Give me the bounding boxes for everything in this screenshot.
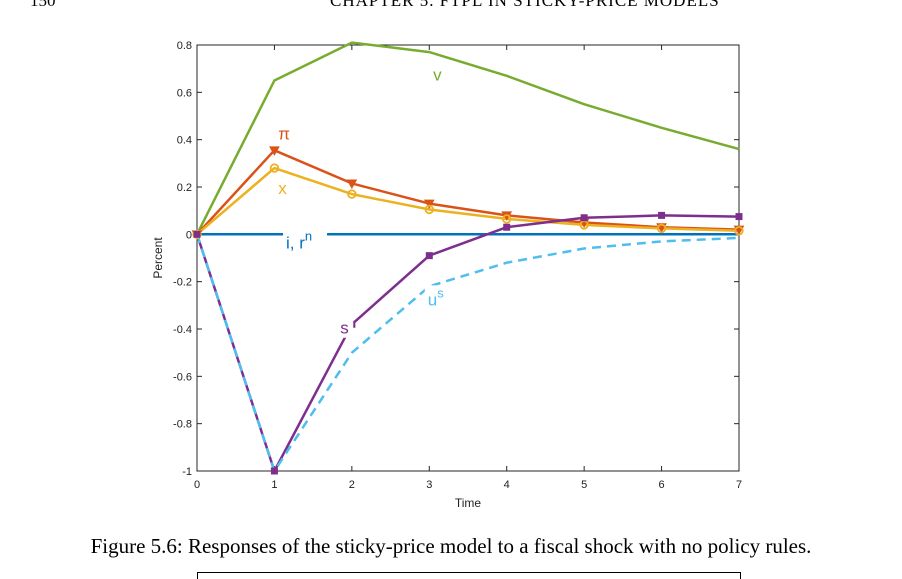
series-label-text: v <box>433 66 442 85</box>
next-figure-frame <box>197 572 741 579</box>
label-backdrop <box>283 231 328 254</box>
data-point-s <box>658 211 666 219</box>
data-point-pi <box>346 179 358 189</box>
series-label-pi: π <box>278 125 290 144</box>
plot-area <box>196 44 740 472</box>
y-axis-ticks: 0.8 0.6 0.4 0.2 0 -0.2 -0.4 -0.6 -0.8 -1 <box>173 40 739 478</box>
x-tick-label: 6 <box>659 479 665 491</box>
series-label-text: x <box>278 179 287 198</box>
data-point-x <box>347 189 357 199</box>
series-line-u <box>195 233 740 473</box>
data-point-x <box>269 163 280 173</box>
chapter-title: CHAPTER 5. FTPL IN STICKY-PRICE MODELS <box>330 0 720 10</box>
y-tick-label: -0.2 <box>173 277 192 289</box>
page-header: 150 CHAPTER 5. FTPL IN STICKY-PRICE MODE… <box>0 0 902 10</box>
series-label-s: s <box>340 319 349 338</box>
data-point-s <box>270 467 278 475</box>
y-tick-label: 0.2 <box>177 182 192 194</box>
x-tick-label: 7 <box>736 479 742 491</box>
series-line-s <box>195 214 740 473</box>
data-point-pi <box>423 199 435 210</box>
data-point-pi <box>269 146 280 156</box>
x-axis-ticks: 0 1 2 3 4 5 6 7 <box>194 45 742 491</box>
label-backdrop <box>424 285 457 312</box>
y-tick-label: -1 <box>182 466 192 478</box>
x-tick-label: 1 <box>271 479 277 491</box>
y-axis-title: Percent <box>151 237 165 279</box>
x-tick-label: 4 <box>504 479 510 491</box>
figure-caption: Figure 5.6: Responses of the sticky-pric… <box>90 534 812 558</box>
data-point-s <box>735 213 743 221</box>
data-point-x <box>734 226 744 236</box>
series-label-text: u <box>428 290 437 309</box>
data-point-x <box>656 223 667 234</box>
data-point-s <box>503 223 511 231</box>
data-point-x <box>424 204 434 215</box>
y-tick-label: 0.6 <box>177 87 192 99</box>
data-point-s <box>193 230 201 238</box>
data-point-x <box>502 214 512 224</box>
series-label-x: x <box>278 179 287 198</box>
label-backdrop <box>337 317 354 338</box>
x-tick-label: 2 <box>349 479 355 491</box>
series-label-i-r: i, rn <box>286 229 312 253</box>
y-tick-label: 0 <box>186 229 192 241</box>
page-number: 150 <box>30 0 56 10</box>
series-label-text: π <box>278 125 290 144</box>
series-label-text: s <box>340 319 349 338</box>
y-tick-label: 0.4 <box>177 135 192 147</box>
x-tick-label: 0 <box>194 479 200 491</box>
series-line-pi <box>196 149 740 236</box>
y-tick-label: -0.8 <box>173 419 192 431</box>
series-label-superscript: s <box>437 285 444 300</box>
series-label-v: v <box>433 66 442 85</box>
data-point-x <box>192 229 202 240</box>
data-point-s <box>580 214 588 222</box>
x-tick-label: 5 <box>581 479 587 491</box>
series-line-x <box>196 166 740 236</box>
x-tick-label: 3 <box>426 479 432 491</box>
x-axis-title: Time <box>455 496 482 510</box>
data-point-s <box>425 252 433 260</box>
series-line-v <box>195 41 740 235</box>
y-tick-label: -0.4 <box>173 324 192 336</box>
series-label-u: us <box>428 285 444 309</box>
series-label-superscript: n <box>305 229 312 244</box>
impulse-response-chart: 0 1 2 3 4 5 6 7 0.8 0.6 0.4 0.2 0 -0.2 -0.4 -0.6 -0.8 -1… <box>151 40 745 510</box>
series-label-text: i, r <box>286 234 305 253</box>
y-tick-label: 0.8 <box>177 40 192 52</box>
y-tick-label: -0.6 <box>173 371 192 383</box>
